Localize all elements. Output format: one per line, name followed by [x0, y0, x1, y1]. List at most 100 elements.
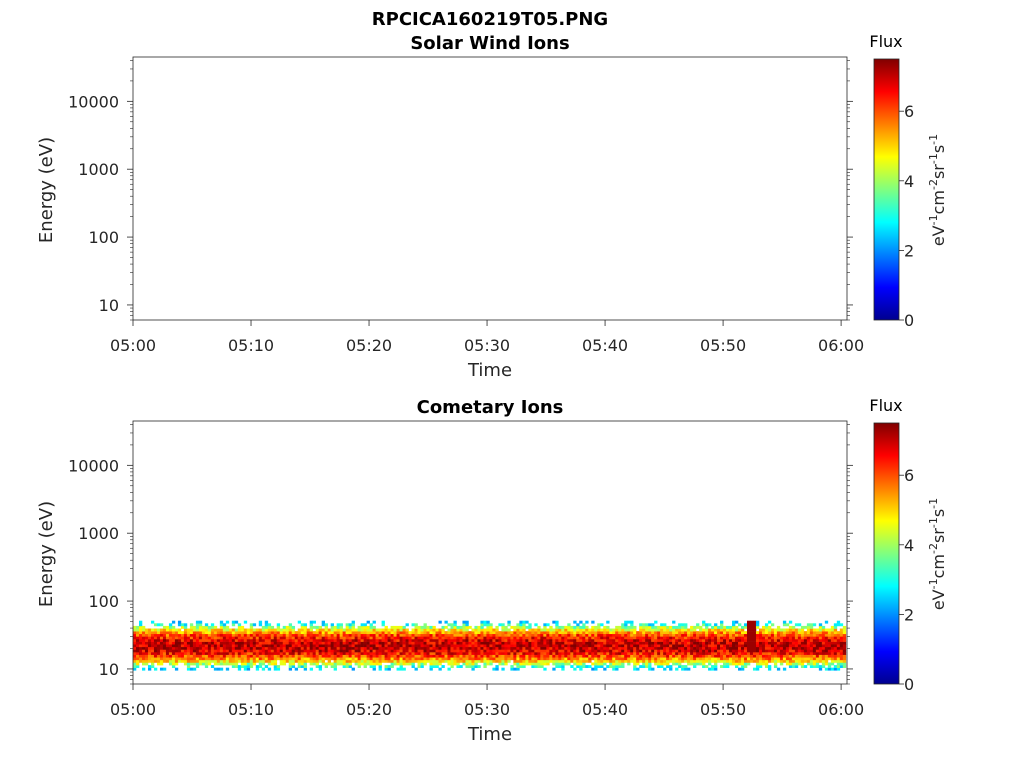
spectrogram-cell [738, 628, 742, 632]
spectrogram-cell [684, 649, 688, 653]
spectrogram-cell [732, 662, 736, 666]
spectrogram-cell [690, 625, 694, 629]
spectrogram-cell [558, 638, 562, 642]
spectrogram-cell [699, 641, 703, 645]
spectrogram-cell [369, 633, 373, 637]
spectrogram-cell [693, 628, 697, 632]
spectrogram-cell [390, 628, 394, 632]
spectrogram-cell [162, 657, 167, 661]
spectrogram-cell [693, 652, 697, 655]
spectrogram-cell [513, 649, 517, 653]
spectrogram-cell [312, 641, 316, 645]
spectrogram-cell [654, 638, 658, 642]
spectrogram-cell [735, 638, 739, 642]
spectrogram-cell [360, 649, 364, 653]
spectrogram-cell [564, 625, 568, 629]
spectrogram-cell [636, 649, 640, 653]
spectrogram-cell [666, 636, 670, 640]
spectrogram-cell [258, 628, 263, 632]
spectrogram-cell [231, 644, 236, 648]
spectrogram-cell [336, 631, 340, 635]
x-axis-solar-wind: 05:00 05:10 05:20 05:30 05:40 05:50 06:00 [110, 320, 864, 355]
spectrogram-cell [594, 633, 598, 637]
spectrogram-cell [785, 657, 790, 661]
spectrogram-cell [453, 652, 457, 655]
spectrogram-cell [495, 667, 499, 671]
spectrogram-cell [758, 646, 763, 650]
spectrogram-cell [396, 659, 400, 663]
spectrogram-cell [773, 657, 778, 661]
spectrogram-cell [288, 667, 293, 671]
spectrogram-cell [552, 659, 556, 663]
spectrogram-cell [363, 665, 367, 668]
spectrogram-cell [501, 633, 505, 637]
spectrogram-cell [357, 659, 361, 663]
spectrogram-cell [159, 649, 164, 653]
spectrogram-cell [738, 652, 742, 655]
spectrogram-cell [447, 644, 451, 648]
spectrogram-cell [687, 638, 691, 642]
spectrogram-cell [651, 625, 655, 629]
spectrogram-cell [755, 633, 760, 637]
spectrogram-cell [675, 652, 679, 655]
spectrogram-cell [333, 641, 337, 645]
spectrogram-cell [144, 636, 149, 640]
spectrogram-cell [552, 631, 556, 635]
spectrogram-cell [758, 641, 763, 645]
spectrogram-cell [630, 654, 634, 658]
spectrogram-cell [360, 659, 364, 663]
spectrogram-cell [785, 631, 790, 635]
spectrogram-cell [303, 646, 308, 650]
spectrogram-cell [384, 667, 388, 671]
spectrogram-cell [489, 638, 493, 642]
spectrogram-cell [468, 657, 472, 661]
spectrogram-cell [516, 641, 520, 645]
spectrogram-cell [222, 631, 227, 635]
spectrogram-cell [315, 636, 319, 640]
spectrogram-cell [767, 667, 772, 671]
spectrogram-cell [201, 662, 206, 666]
spectrogram-cell [717, 625, 721, 629]
spectrogram-cell [486, 625, 490, 629]
spectrogram-cell [294, 638, 299, 642]
spectrogram-cell [210, 657, 215, 661]
spectrogram-cell [582, 662, 586, 666]
spectrogram-cell [342, 631, 346, 635]
spectrogram-cell [561, 662, 565, 666]
spectrogram-cell [740, 662, 745, 666]
spectrogram-cell [423, 646, 427, 650]
spectrogram-cell [390, 644, 394, 648]
spectrogram-cell [345, 636, 349, 640]
spectrogram-cell [369, 625, 373, 629]
spectrogram-cell [501, 631, 505, 635]
spectrogram-cell [339, 623, 343, 627]
spectrogram-cell [342, 633, 346, 637]
spectrogram-cell [534, 641, 538, 645]
spectrogram-cell [384, 631, 388, 635]
spectrogram-cell [513, 652, 517, 655]
spectrogram-cell [501, 662, 505, 666]
spectrogram-cell [219, 646, 224, 650]
spectrogram-cell [824, 667, 829, 671]
spectrogram-cell [809, 665, 814, 668]
spectrogram-cell [378, 662, 382, 666]
spectrogram-cell [782, 623, 787, 627]
spectrogram-cell [291, 641, 296, 645]
spectrogram-cell [133, 636, 137, 640]
spectrogram-cell [435, 638, 439, 642]
spectrogram-cell [246, 657, 251, 661]
spectrogram-cell [186, 649, 191, 653]
spectrogram-cell [252, 652, 257, 655]
spectrogram-cell [210, 638, 215, 642]
spectrogram-cell [546, 636, 550, 640]
spectrogram-cell [321, 623, 325, 627]
spectrogram-cell [405, 623, 409, 627]
spectrogram-cell [824, 657, 829, 661]
spectrogram-cell [672, 625, 676, 629]
spectrogram-cell [141, 654, 146, 658]
spectrogram-cell [573, 667, 577, 671]
spectrogram-cell [815, 659, 820, 663]
spectrogram-cell [387, 636, 391, 640]
spectrogram-cell [150, 649, 155, 653]
spectrogram-cell [201, 641, 206, 645]
